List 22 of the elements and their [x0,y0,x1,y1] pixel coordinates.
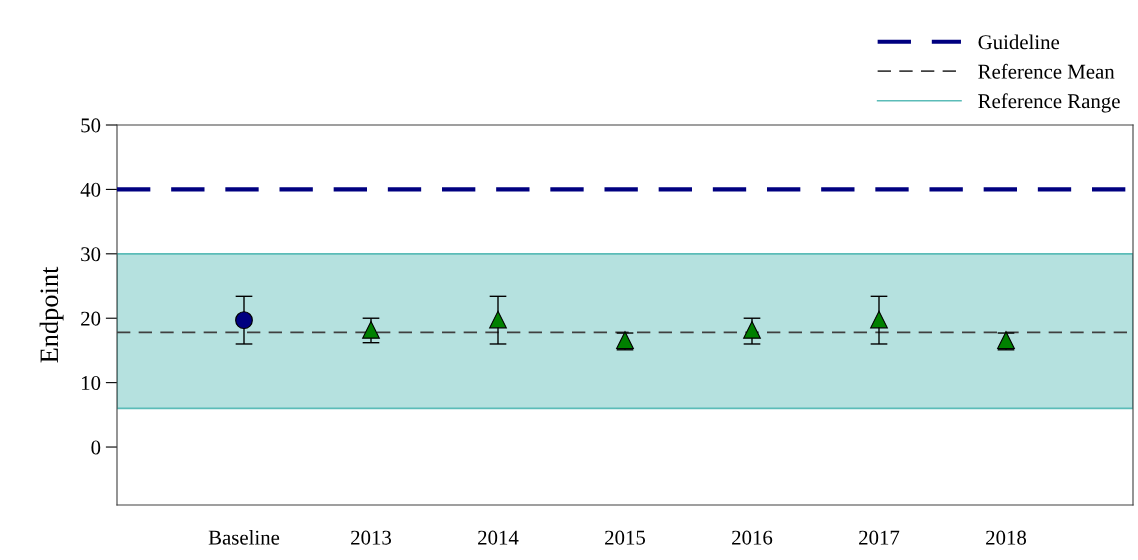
y-axis-title: Endpoint [39,266,64,363]
x-tick-label: 2018 [986,530,1027,545]
point [870,310,888,329]
y-tick-label: 50 [81,118,101,133]
x-tick-label: 2015 [605,530,646,545]
point [362,320,380,339]
x-tick-label: Baseline [208,530,280,545]
point [489,310,507,329]
x-tick-label: 2016 [732,530,773,545]
point [235,311,253,330]
y-tick-label: 40 [80,182,101,197]
legend-label: Guideline [978,34,1060,50]
x-tick-label: 2013 [351,530,392,545]
point [743,320,761,339]
y-tick-label: 10 [82,376,101,391]
y-tick-label: 20 [81,311,101,326]
x-tick-label: 2014 [478,530,519,545]
x-tick-label: 2017 [859,530,900,545]
legend-label: Reference Range [978,93,1120,113]
y-tick-label: 30 [81,247,101,262]
y-tick-label: 0 [91,440,101,455]
legend-label: Reference Mean [978,63,1115,79]
